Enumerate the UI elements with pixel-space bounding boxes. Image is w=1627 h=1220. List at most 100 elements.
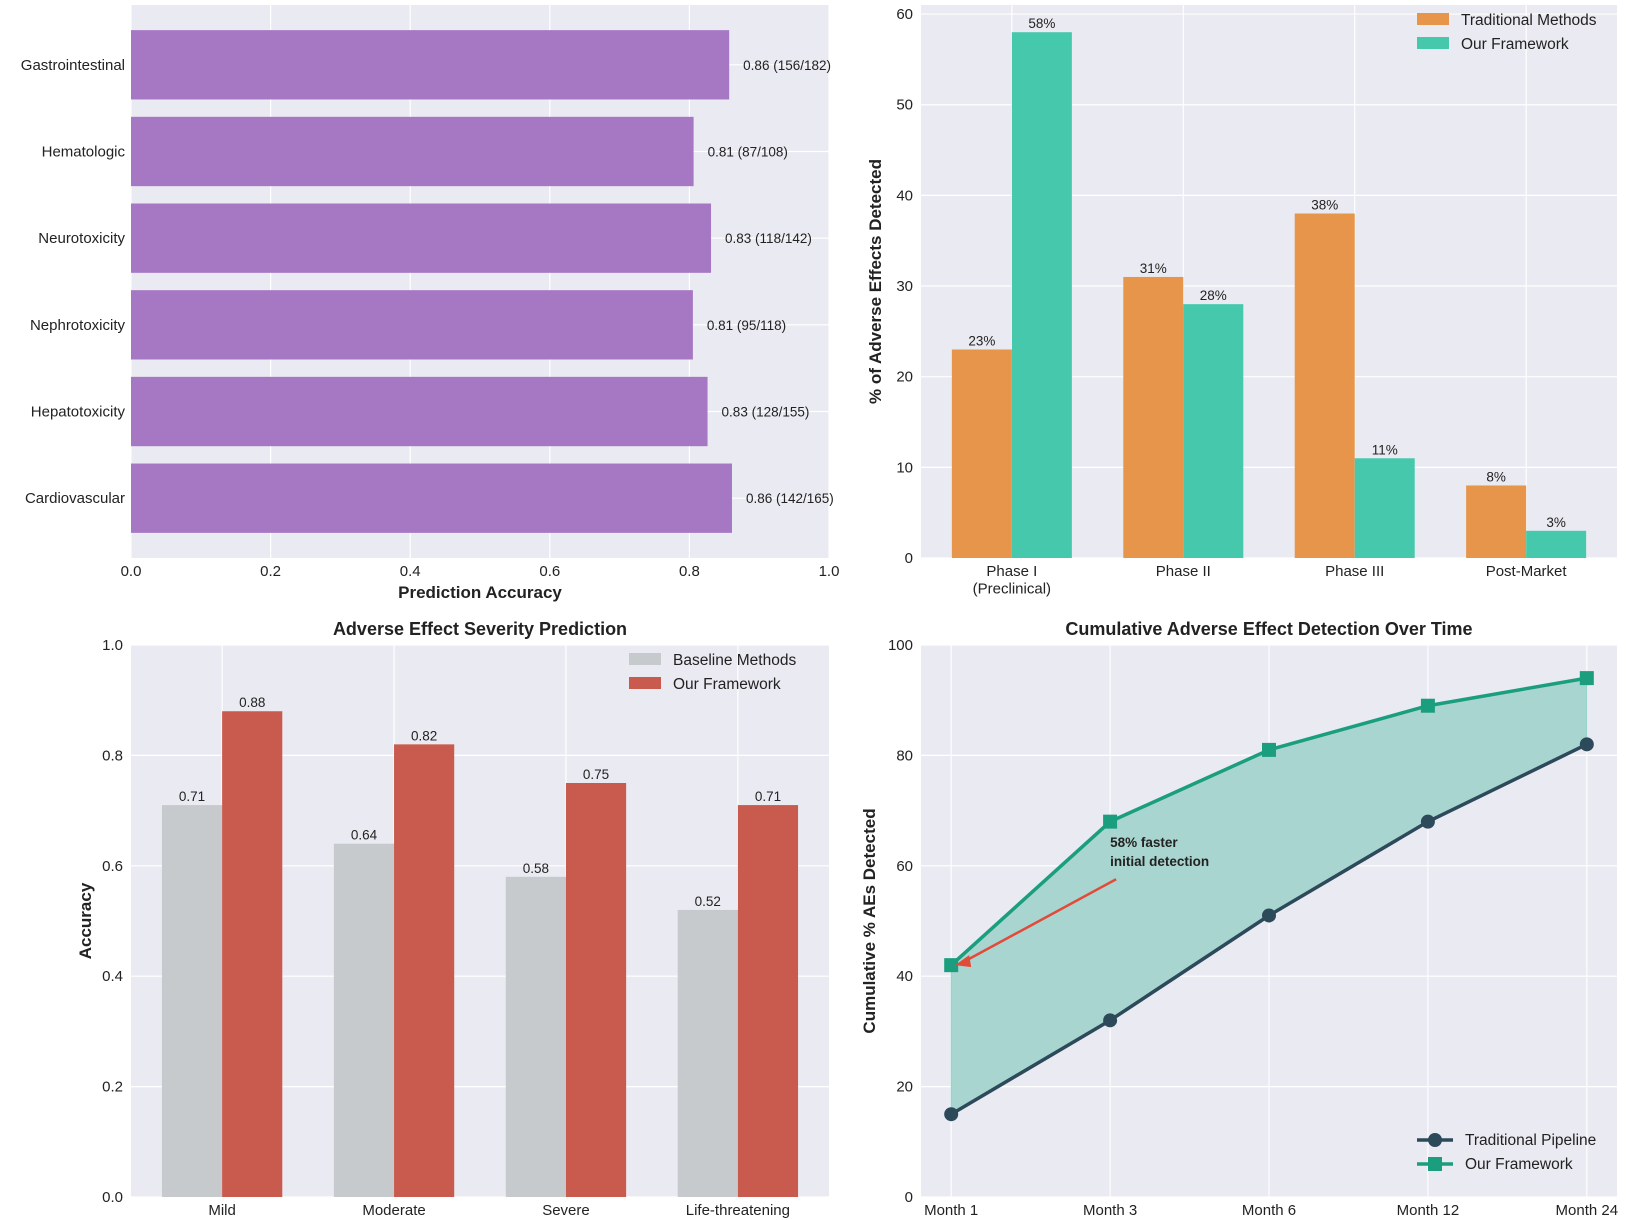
x-tick-label: 0.2 [260,563,281,580]
bar-value-label: 0.81 (95/118) [707,318,786,333]
bar-value-label-line: 0.86 (142/165) [746,491,834,506]
y-tick-label: 60 [896,858,913,875]
y-tick-label-line: 0.8 [102,747,123,764]
bar-value-label: 31% [1140,261,1167,276]
bar-cardiovascular [131,463,732,533]
annotation-arrow [962,878,1117,964]
x-tick-label-line: Phase I [986,563,1037,580]
bar-value-label-line: 0.52 [695,894,721,909]
bar-our-framework [1354,458,1415,558]
y-tick-label-line: Hematologic [42,143,126,160]
bar-value-label: 0.52 [695,894,721,909]
y-tick-label-line: 20 [896,1079,913,1096]
x-tick-label-line: Month 1 [924,1202,978,1219]
x-tick-label: Month 12 [1397,1202,1460,1219]
x-tick-label-line: Month 24 [1556,1202,1619,1219]
x-tick-label-line: Life-threatening [686,1202,790,1219]
data-point [1420,698,1435,713]
x-tick-label: Month 3 [1083,1202,1137,1219]
legend-swatch [629,677,661,689]
y-axis-label: Cumulative % AEs Detected [860,808,879,1033]
y-tick-label: Gastrointestinal [21,57,125,74]
bar-value-label: 0.75 [583,767,609,782]
y-tick-label-line: 60 [896,858,913,875]
chart-title: Cumulative Adverse Effect Detection Over… [1065,619,1472,639]
data-point [1579,737,1594,752]
x-tick-label: Severe [542,1202,590,1219]
y-tick-label: 30 [896,278,913,295]
legend-label: Our Framework [1465,1156,1573,1173]
bar-value-label-line: 11% [1372,442,1398,457]
y-tick-label-line: 1.0 [102,637,123,654]
bar-value-label: 11% [1372,442,1398,457]
y-tick-label-line: 20 [896,369,913,386]
x-tick-label-line: 0.4 [400,563,421,580]
bar-value-label: 3% [1546,515,1566,530]
bar-value-label-line: 38% [1311,198,1338,213]
bar-traditional-methods [1466,485,1527,558]
y-tick-label: Nephrotoxicity [30,317,126,334]
x-tick-label-line: Severe [542,1202,590,1219]
accuracy-by-organ-chart [130,5,830,558]
legend-marker [1428,1133,1442,1147]
bar-value-label-line: 0.83 (118/142) [725,231,812,246]
legend-swatch [629,653,661,665]
y-tick-label-line: 0 [905,1189,913,1206]
legend-label-line: Our Framework [1465,1156,1573,1173]
y-tick-label: 20 [896,369,913,386]
y-tick-label-line: 0.2 [102,1079,123,1096]
x-tick-label: Month 1 [924,1202,978,1219]
y-axis-label: % of Adverse Effects Detected [866,159,885,404]
x-tick-label: 0.0 [121,563,142,580]
x-tick-label-line: Month 6 [1242,1202,1296,1219]
legend-label: Traditional Pipeline [1465,1132,1596,1149]
y-tick-label-line: Hepatotoxicity [31,404,126,421]
legend-label-line: Traditional Pipeline [1465,1132,1596,1149]
x-tick-label: Phase I (Preclinical) [973,563,1051,597]
bar-value-label-line: 8% [1486,469,1506,484]
bar-value-label: 8% [1486,469,1506,484]
detection-by-phase-chart [921,5,1617,559]
x-axis-label-line: Prediction Accuracy [398,583,562,602]
bar-value-label: 0.86 (142/165) [746,491,834,506]
bar-value-label: 23% [968,333,995,348]
legend-label-line: Our Framework [673,676,781,693]
legend-swatch [1417,37,1449,49]
x-tick-label-line: (Preclinical) [973,580,1051,597]
y-tick-label: Hematologic [42,143,126,160]
data-point [1103,1013,1118,1028]
x-tick-label-line: Phase II [1156,563,1211,580]
legend-label: Baseline Methods [673,652,796,669]
bar-traditional-methods [1294,213,1355,559]
y-axis-label-line: Accuracy [76,882,95,959]
x-tick-label: Mild [208,1202,236,1219]
data-point [1579,671,1594,686]
bar-our-framework [1526,530,1587,558]
legend-label-line: Baseline Methods [673,652,796,669]
y-tick-label-line: 30 [896,278,913,295]
y-tick-label: Neurotoxicity [38,230,125,247]
y-tick-label-line: Neurotoxicity [38,230,125,247]
y-tick-label-line: 0.0 [102,1189,123,1206]
y-tick-label-line: Gastrointestinal [21,57,125,74]
x-tick-label-line: Post-Market [1486,563,1568,580]
x-tick-label-line: 0.8 [679,563,700,580]
x-tick-label: 1.0 [819,563,840,580]
bar-value-label: 0.83 (128/155) [722,405,810,420]
y-tick-label: 0.2 [102,1079,123,1096]
bar-baseline-methods [677,909,738,1197]
x-tick-label: Month 6 [1242,1202,1296,1219]
chart-title-line: Cumulative Adverse Effect Detection Over… [1065,619,1472,639]
bar-our-framework [565,783,627,1197]
x-tick-label-line: 1.0 [819,563,840,580]
legend-label-line: Our Framework [1461,36,1569,53]
y-tick-label: 0.4 [102,968,123,985]
bar-baseline-methods [333,843,395,1197]
legend-label: Our Framework [673,676,781,693]
bar-value-label: 0.71 [179,789,205,804]
y-tick-label-line: Nephrotoxicity [30,317,126,334]
bar-our-framework [394,744,455,1197]
y-tick-label: 1.0 [102,637,123,654]
x-tick-label: 0.8 [679,563,700,580]
x-tick-label: Post-Market [1486,563,1568,580]
